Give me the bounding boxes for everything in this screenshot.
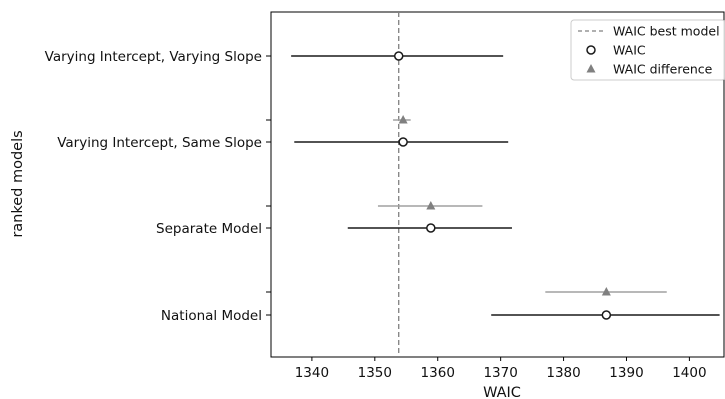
waic-point (393, 51, 404, 61)
x-axis-label: WAIC (483, 385, 521, 399)
y-axis-label: ranked models (10, 130, 26, 237)
legend-label: WAIC difference (613, 62, 713, 77)
y-tick-label: Varying Intercept, Same Slope (57, 135, 262, 151)
plot-frame (270, 11, 725, 358)
x-tick-label: 1360 (421, 365, 455, 381)
waic-point (426, 223, 436, 233)
waic-diff-point (398, 115, 408, 124)
chart-marks (291, 12, 720, 357)
x-tick-label: 1370 (483, 365, 517, 381)
legend-label: WAIC best model (613, 24, 720, 39)
x-tick-label: 1350 (358, 365, 392, 381)
legend-label: WAIC (613, 43, 646, 58)
legend: WAIC best model WAIC WAIC difference (570, 19, 725, 81)
waic-point (398, 137, 408, 147)
waic-point (601, 310, 612, 320)
waic-diff-point (601, 287, 611, 296)
plot-border (270, 11, 725, 358)
x-tick-label: 1380 (546, 365, 580, 381)
axis-ticks: 1340 1350 1360 1370 1380 1390 1400 Varying Inte… (45, 49, 707, 381)
y-tick-label: Varying Intercept, Varying Slope (45, 49, 262, 65)
y-tick-label: National Model (161, 308, 262, 324)
legend-triangle-icon (586, 64, 596, 73)
x-tick-label: 1340 (295, 365, 329, 381)
legend-circle-icon (586, 45, 596, 55)
waic-diff-point (426, 201, 436, 210)
x-tick-label: 1400 (672, 365, 706, 381)
x-tick-label: 1390 (609, 365, 643, 381)
y-tick-label: Separate Model (156, 221, 262, 237)
legend-box (570, 19, 725, 81)
